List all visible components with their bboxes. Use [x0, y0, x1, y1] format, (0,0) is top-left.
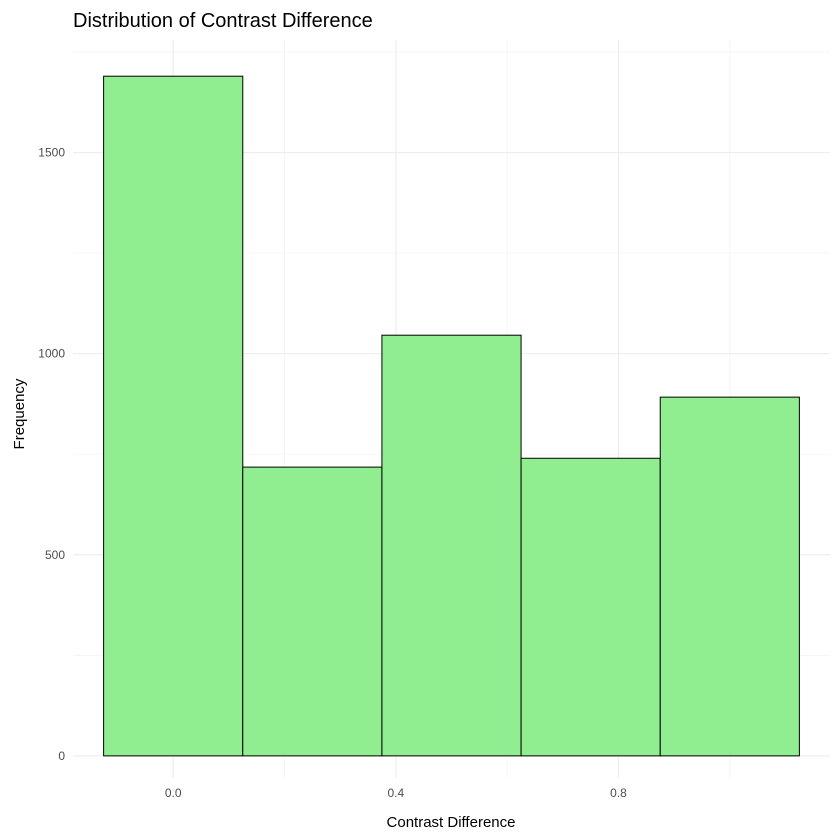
x-axis-title: Contrast Difference: [387, 814, 516, 831]
y-tick-label: 0: [58, 749, 65, 763]
x-tick-label: 0.4: [387, 786, 404, 800]
tick-labels: 0 500 1000 1500 0.0 0.4 0.8: [38, 146, 627, 800]
y-axis-title: Frequency: [11, 378, 28, 449]
histogram-bar-2: [242, 466, 383, 757]
chart-title: Distribution of Contrast Difference: [73, 10, 373, 32]
y-tick-label: 500: [45, 548, 65, 562]
y-tick-label: 1500: [38, 146, 65, 160]
y-tick-label: 1000: [38, 347, 65, 361]
x-tick-label: 0.8: [610, 786, 627, 800]
x-tick-label: 0.0: [165, 786, 182, 800]
histogram-bar-4: [520, 457, 661, 757]
histogram-bar-3: [381, 334, 522, 757]
bars-layer: [103, 75, 800, 757]
histogram-bar-5: [659, 396, 800, 757]
histogram-bar-1: [103, 75, 244, 757]
